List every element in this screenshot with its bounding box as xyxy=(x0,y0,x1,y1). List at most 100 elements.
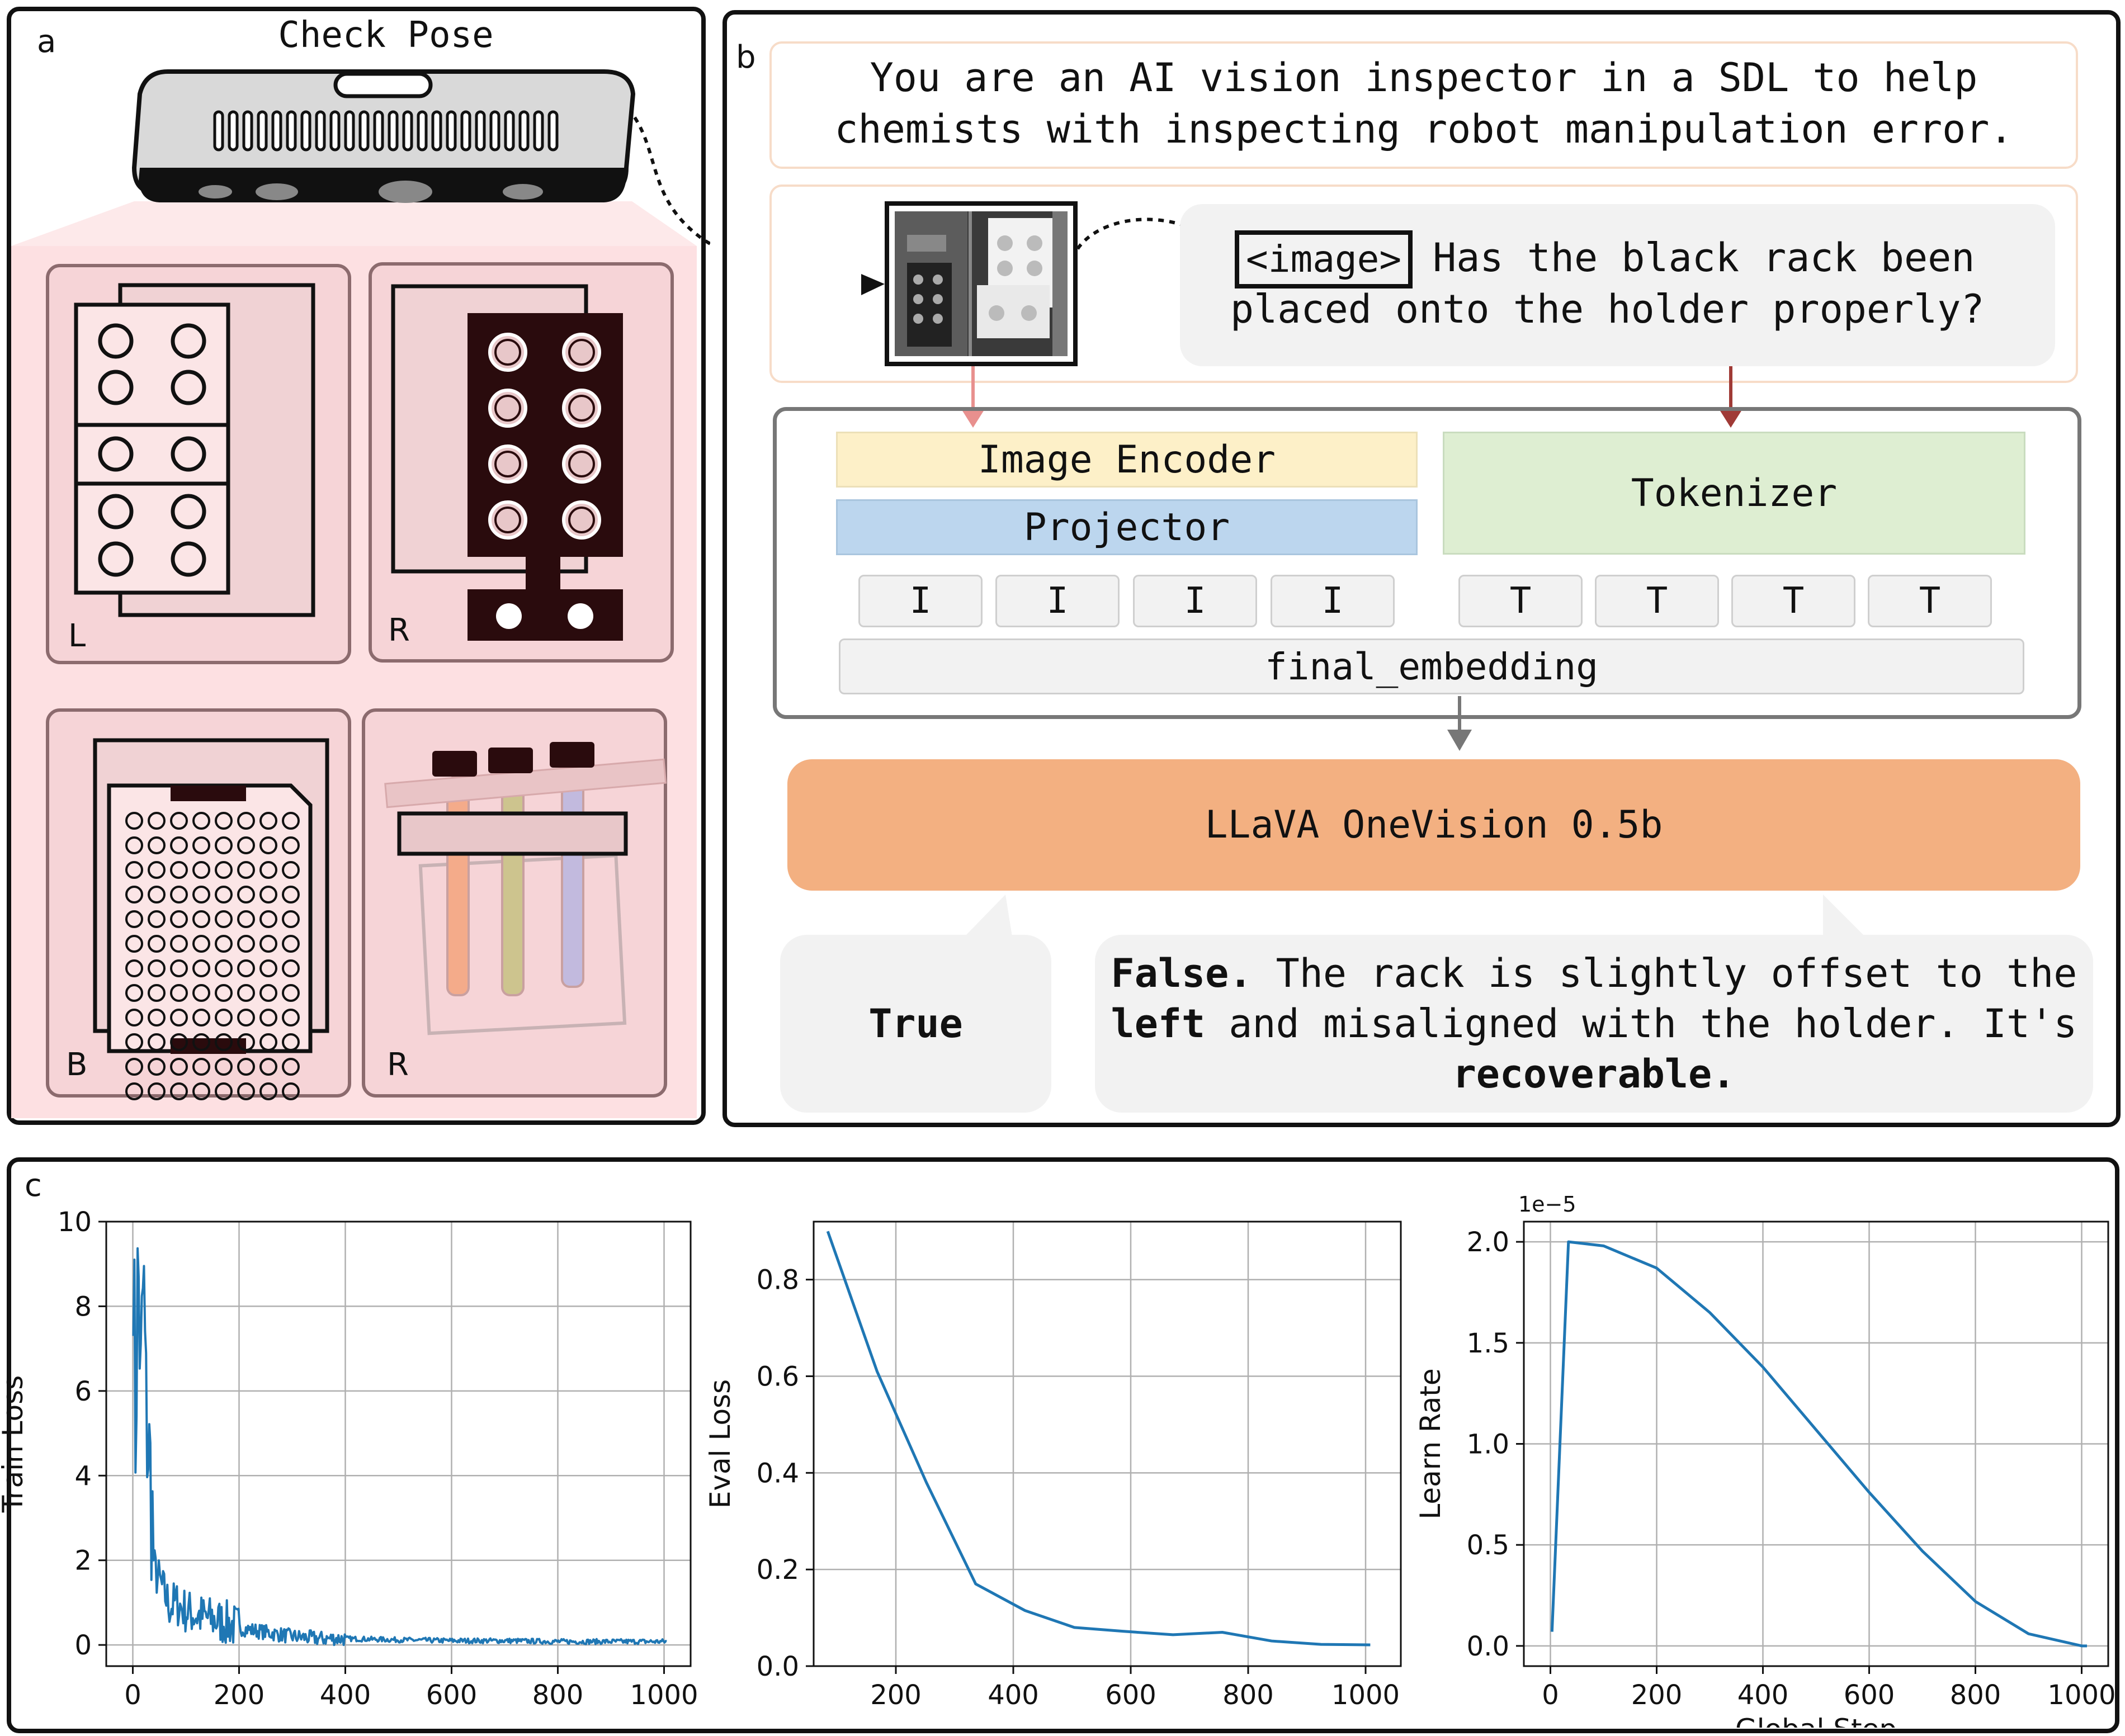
y-tick-label: 0 xyxy=(74,1630,92,1661)
system-prompt-line-1: You are an AI vision inspector in a SDL … xyxy=(870,55,1978,101)
well xyxy=(237,836,255,854)
y-tick-label: 8 xyxy=(74,1291,92,1322)
well xyxy=(215,935,233,953)
y-tick-label: 0.0 xyxy=(1467,1631,1509,1662)
well xyxy=(170,861,188,879)
x-tick-label: 0 xyxy=(1542,1680,1559,1711)
card-left-tray xyxy=(46,264,351,664)
y-tick-label: 0.2 xyxy=(757,1554,799,1586)
chart-frame xyxy=(813,1221,1402,1667)
card-right-tubes xyxy=(362,708,667,1098)
y-tick-label: 0.4 xyxy=(757,1458,799,1489)
x-tick-label: 400 xyxy=(320,1680,371,1711)
y-tick-label: 0.8 xyxy=(757,1265,799,1296)
well xyxy=(192,935,210,953)
well xyxy=(148,984,166,1002)
well xyxy=(148,861,166,879)
well xyxy=(282,1058,300,1076)
well xyxy=(125,812,143,830)
y-tick-label: 1.0 xyxy=(1467,1429,1509,1460)
image-token-3: I xyxy=(1133,575,1257,627)
well xyxy=(215,1082,233,1100)
well xyxy=(259,861,277,879)
well xyxy=(125,959,143,977)
y-axis-label: Train Loss xyxy=(0,1375,29,1513)
y-tick-label: 2.0 xyxy=(1467,1227,1509,1258)
y-tick-label: 2 xyxy=(74,1545,92,1577)
well xyxy=(215,861,233,879)
final-embedding-bar: final_embedding xyxy=(839,638,2024,694)
well xyxy=(237,1058,255,1076)
x-tick-label: 800 xyxy=(1222,1680,1274,1711)
well xyxy=(282,886,300,904)
series-line xyxy=(1550,1240,2087,1648)
question-line-2: placed onto the holder properly? xyxy=(1230,286,1985,332)
well xyxy=(215,959,233,977)
well xyxy=(282,959,300,977)
well xyxy=(148,1009,166,1027)
well xyxy=(282,1009,300,1027)
card-label-l: L xyxy=(68,618,86,654)
well xyxy=(237,812,255,830)
well xyxy=(282,1033,300,1051)
well xyxy=(259,984,277,1002)
text-token-3: T xyxy=(1731,575,1855,627)
series-line xyxy=(826,1231,1371,1647)
panel-c xyxy=(7,1157,2119,1733)
y-tick-label: 0.0 xyxy=(757,1651,799,1682)
x-tick-label: 400 xyxy=(1737,1680,1789,1711)
y-axis-offset-label: 1e−5 xyxy=(1518,1192,1576,1217)
answer-false-line-2: left and misaligned with the holder. It'… xyxy=(1095,1001,2093,1047)
well xyxy=(192,812,210,830)
camera-icon xyxy=(131,69,636,203)
card-label-r1: R xyxy=(388,612,410,649)
well xyxy=(192,1082,210,1100)
x-axis-label: Global Step xyxy=(1735,1713,1897,1728)
answer-false-line-3: recoverable. xyxy=(1095,1051,2093,1097)
camera-arrowhead xyxy=(861,274,885,295)
well xyxy=(259,935,277,953)
well xyxy=(148,1033,166,1051)
well xyxy=(192,910,210,928)
well xyxy=(282,861,300,879)
answer-false-bold-1: False. xyxy=(1111,950,1253,996)
well xyxy=(259,1009,277,1027)
answer-true-bubble xyxy=(780,935,1051,1113)
y-tick-label: 6 xyxy=(74,1376,92,1407)
well xyxy=(148,836,166,854)
well xyxy=(170,984,188,1002)
y-tick-label: 0.6 xyxy=(757,1361,799,1393)
camera-title: Check Pose xyxy=(278,15,494,56)
well xyxy=(215,836,233,854)
well xyxy=(148,910,166,928)
chart-frame xyxy=(105,1221,692,1667)
well xyxy=(125,861,143,879)
x-tick-label: 600 xyxy=(1844,1680,1895,1711)
panel-a-illustration xyxy=(11,69,710,1118)
well-grid xyxy=(125,812,300,1100)
x-tick-label: 600 xyxy=(1105,1680,1156,1711)
text-token-4: T xyxy=(1868,575,1992,627)
answer-bubble-tails xyxy=(965,895,1865,936)
text-token-1: T xyxy=(1458,575,1583,627)
well xyxy=(282,836,300,854)
well xyxy=(215,910,233,928)
system-prompt-box xyxy=(769,41,2078,169)
model-input-container xyxy=(773,407,2081,719)
well xyxy=(215,984,233,1002)
x-tick-label: 600 xyxy=(426,1680,478,1711)
well xyxy=(259,886,277,904)
well xyxy=(148,1082,166,1100)
well xyxy=(125,1009,143,1027)
well xyxy=(237,861,255,879)
well xyxy=(170,959,188,977)
well xyxy=(192,1058,210,1076)
x-tick-label: 800 xyxy=(1950,1680,2001,1711)
panel-a-label: a xyxy=(37,23,56,60)
x-tick-label: 200 xyxy=(870,1680,922,1711)
well xyxy=(237,1082,255,1100)
well xyxy=(125,1082,143,1100)
well xyxy=(170,836,188,854)
y-axis-label: Learn Rate xyxy=(1414,1368,1447,1519)
well xyxy=(170,935,188,953)
